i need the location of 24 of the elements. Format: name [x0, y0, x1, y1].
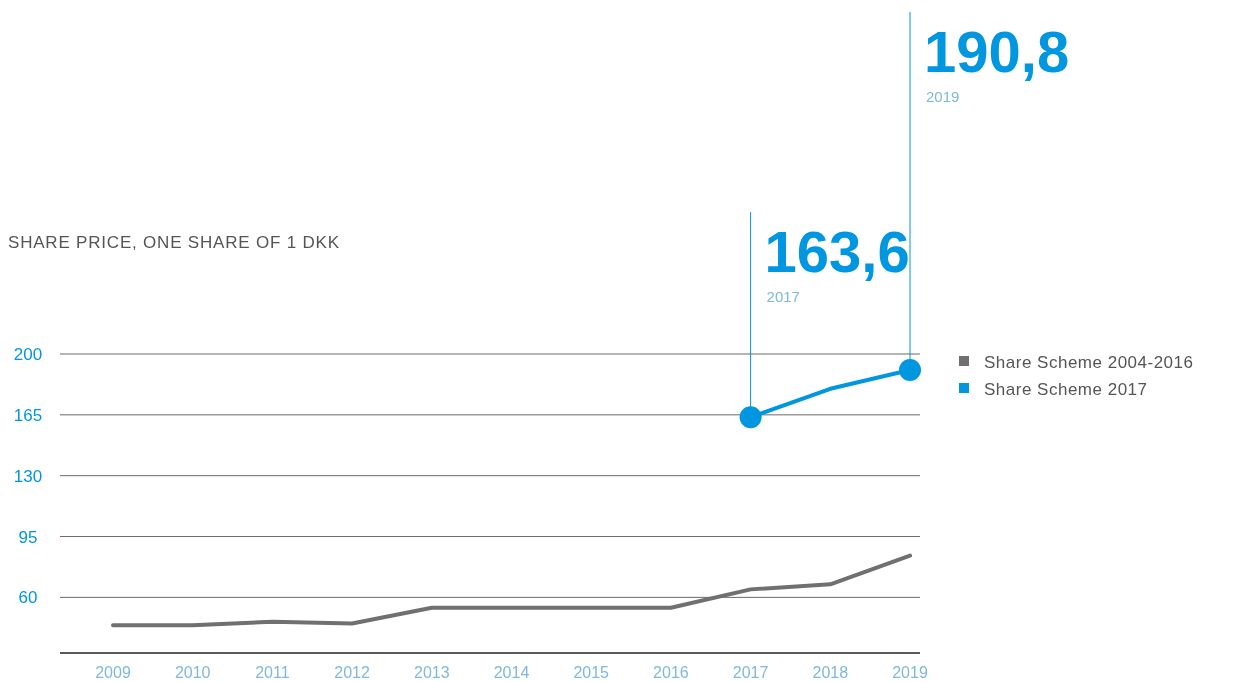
- text: 2017: [766, 288, 800, 305]
- y-tick-label: 130: [13, 466, 43, 486]
- data-label: 190,8: [924, 19, 1070, 84]
- y-tick-label: 60: [18, 588, 38, 608]
- x-tick-label: 2011: [255, 664, 290, 681]
- data-label: 163,6: [764, 219, 910, 284]
- x-tick-label: 2014: [493, 664, 530, 681]
- x-tick-label: 2017: [732, 664, 769, 681]
- chart-title: SHARE PRICE, ONE SHARE OF 1 DKK: [8, 233, 340, 252]
- line-series: [111, 553, 912, 628]
- y-tick-label: 200: [13, 345, 43, 364]
- x-tick-label: 2015: [573, 664, 610, 681]
- x-tick-label: 2013: [414, 664, 450, 681]
- x-tick-label: 2010: [174, 664, 211, 681]
- x-tick-label: 2019: [892, 664, 928, 681]
- x-tick-label: 2009: [95, 664, 131, 681]
- text: 2019: [926, 88, 960, 105]
- x-tick-label: 2018: [812, 664, 849, 681]
- y-tick-label: 165: [13, 405, 43, 425]
- legend-label: Share Scheme 2017: [984, 380, 1148, 399]
- y-tick-label: 95: [18, 527, 38, 547]
- x-tick-label: 2012: [334, 664, 370, 681]
- legend-label: Share Scheme 2004-2016: [984, 353, 1194, 372]
- x-tick-label: 2016: [653, 664, 689, 681]
